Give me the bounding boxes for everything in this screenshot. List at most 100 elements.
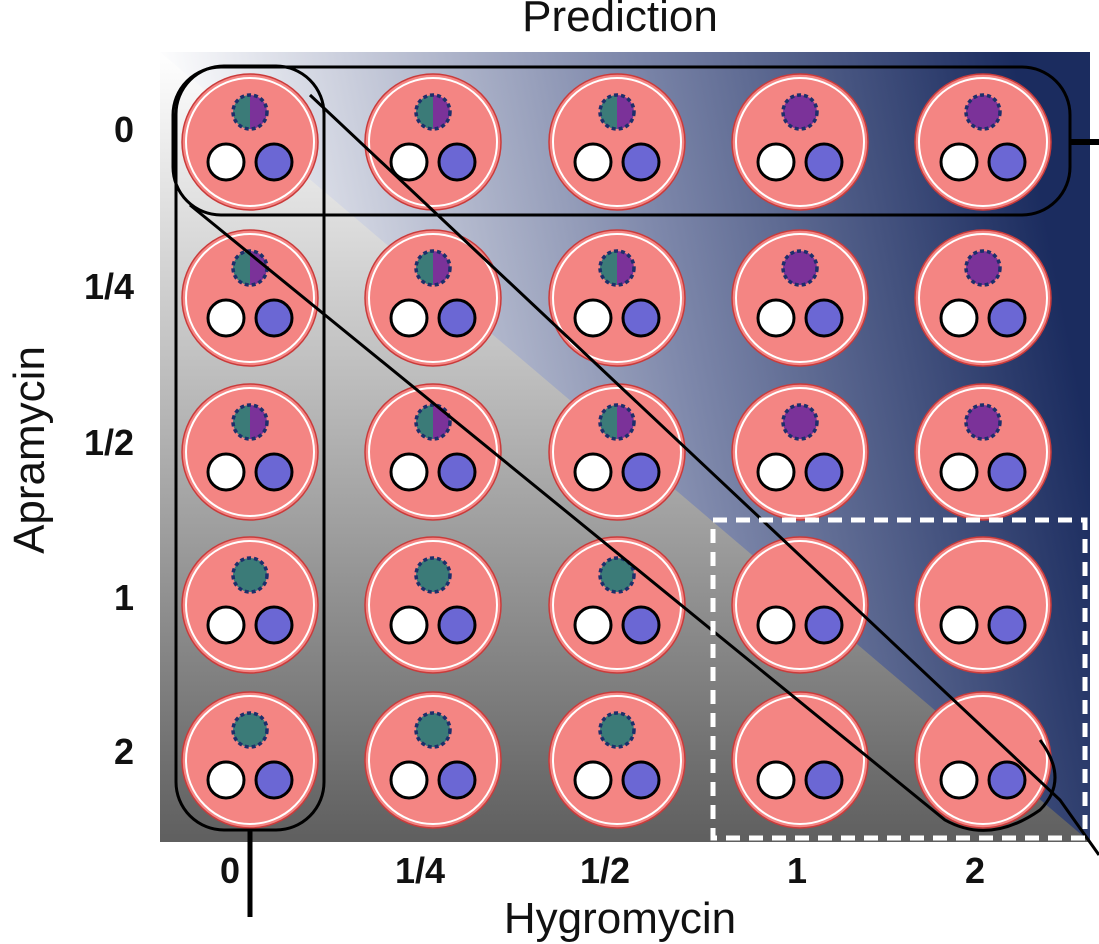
white-dot	[756, 452, 796, 492]
white-dot	[389, 452, 429, 492]
white-dot	[389, 298, 429, 338]
white-dot	[206, 760, 246, 800]
cell-inner-ring	[185, 77, 315, 207]
figure-title: Prediction	[522, 0, 718, 41]
cell-inner-ring	[368, 387, 498, 517]
group-outlines	[171, 64, 1099, 917]
y-tick-1: 1/4	[83, 266, 134, 307]
state-dot-outline	[231, 556, 269, 594]
cell-r3-c3	[731, 536, 869, 674]
cell-inner-ring	[735, 540, 865, 670]
white-dot	[389, 760, 429, 800]
state-dot-outline	[598, 556, 636, 594]
blue-dot	[437, 605, 477, 645]
state-dot-outline	[414, 556, 452, 594]
cell-r2-c0	[181, 383, 319, 521]
cell-inner-ring	[918, 540, 1048, 670]
blue-dot	[254, 142, 294, 182]
white-dot	[206, 452, 246, 492]
white-dot	[573, 605, 613, 645]
cell-r1-c2	[548, 229, 686, 367]
purple-state-dot	[966, 251, 1000, 285]
teal-state-dot	[416, 558, 450, 592]
state-dot-outline	[414, 93, 452, 131]
cell-r1-c0	[181, 229, 319, 367]
cell-r0-c2	[548, 73, 686, 211]
white-dot	[939, 142, 979, 182]
state-dot-outline	[414, 403, 452, 441]
cell-inner-ring	[918, 695, 1048, 825]
cell-r0-c0	[181, 73, 319, 211]
cell-inner-ring	[185, 233, 315, 363]
teal-state-dot	[600, 713, 634, 747]
blue-dot	[621, 298, 661, 338]
white-dot	[756, 760, 796, 800]
blue-dot	[621, 142, 661, 182]
cell-inner-ring	[185, 540, 315, 670]
state-dot-outline	[598, 93, 636, 131]
white-dot	[206, 142, 246, 182]
state-dot-outline	[781, 403, 819, 441]
white-dot	[939, 298, 979, 338]
cell-body	[914, 536, 1052, 674]
teal-state-dot	[600, 558, 634, 592]
state-dot-outline	[598, 711, 636, 749]
blue-dot	[437, 452, 477, 492]
cell-r0-c1	[364, 73, 502, 211]
state-dot-outline	[231, 711, 269, 749]
white-dot	[573, 142, 613, 182]
cell-r1-c4	[914, 229, 1052, 367]
blue-dot	[987, 298, 1027, 338]
teal-state-dot	[233, 558, 267, 592]
cell-r4-c2	[548, 691, 686, 829]
cell-r3-c0	[181, 536, 319, 674]
y-tick-4: 2	[113, 731, 134, 772]
y-tick-2: 1/2	[83, 422, 134, 463]
x-tick-4: 2	[964, 850, 986, 891]
blue-dot	[437, 142, 477, 182]
cell-r4-c4	[914, 691, 1052, 829]
state-dot-outline	[781, 249, 819, 287]
cell-r1-c3	[731, 229, 869, 367]
purple-state-dot	[966, 95, 1000, 129]
cell-inner-ring	[185, 695, 315, 825]
cell-inner-ring	[368, 233, 498, 363]
lower-diagonal-outline	[189, 203, 1057, 832]
cell-inner-ring	[185, 387, 315, 517]
cell-r0-c4	[914, 73, 1052, 211]
cell-inner-ring	[368, 695, 498, 825]
cell-r3-c2	[548, 536, 686, 674]
cell-r4-c3	[731, 691, 869, 829]
cell-r0-c3	[731, 73, 869, 211]
cell-inner-ring	[918, 233, 1048, 363]
cell-inner-ring	[735, 233, 865, 363]
cell-r2-c2	[548, 383, 686, 521]
upper-diagonal-line	[308, 93, 1099, 856]
white-dot	[756, 142, 796, 182]
cell-r2-c1	[364, 383, 502, 521]
x-tick-3: 1	[786, 850, 808, 891]
x-tick-1: 1/4	[394, 850, 446, 891]
blue-dot	[987, 452, 1027, 492]
white-dot	[389, 605, 429, 645]
cell-r4-c1	[364, 691, 502, 829]
white-dot	[389, 142, 429, 182]
cell-r1-c1	[364, 229, 502, 367]
purple-state-dot	[783, 95, 817, 129]
cell-r4-c0	[181, 691, 319, 829]
white-dot	[573, 452, 613, 492]
purple-state-dot	[966, 405, 1000, 439]
cell-inner-ring	[368, 540, 498, 670]
state-dot-outline	[964, 93, 1002, 131]
state-dot-outline	[231, 403, 269, 441]
cell-inner-ring	[552, 695, 682, 825]
teal-state-dot	[416, 713, 450, 747]
cell-inner-ring	[368, 77, 498, 207]
blue-dot	[804, 298, 844, 338]
x-tick-0: 0	[219, 850, 241, 891]
blue-dot	[804, 142, 844, 182]
blue-dot	[987, 605, 1027, 645]
purple-state-dot	[783, 405, 817, 439]
cell-inner-ring	[735, 695, 865, 825]
x-tick-2: 1/2	[579, 850, 631, 891]
